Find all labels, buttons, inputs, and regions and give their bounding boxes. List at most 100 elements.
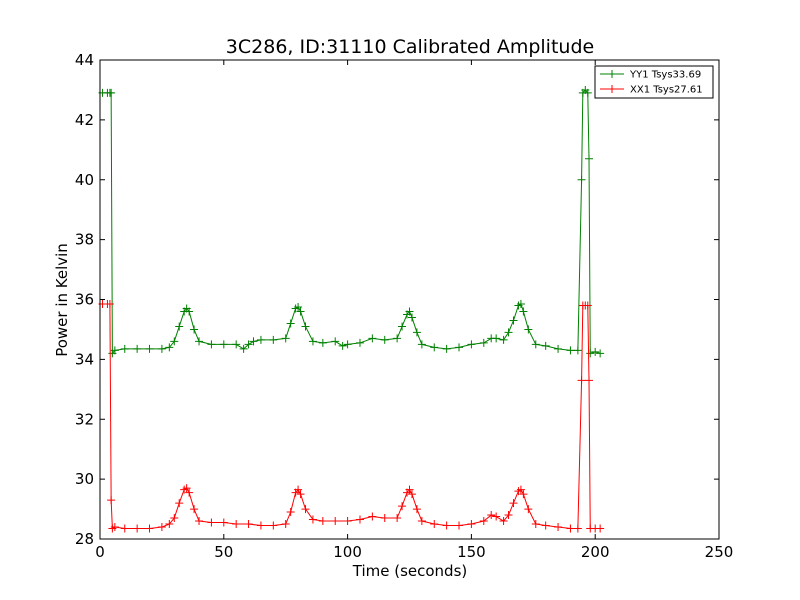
data-point [107,496,116,505]
data-point [554,523,563,532]
series-1 [98,299,605,533]
data-point [430,520,439,529]
data-point [585,154,594,163]
data-point [249,337,258,346]
y-tick-label: 34 [75,350,94,368]
data-point [455,343,464,352]
data-point [107,88,116,97]
data-point [467,340,476,349]
data-point [110,523,119,532]
data-point [541,521,550,530]
data-point [368,512,377,521]
data-point [583,301,592,310]
data-point [487,511,496,520]
data-point [586,349,595,358]
data-point [591,347,600,356]
data-point [145,524,154,533]
data-point [509,316,518,325]
x-tick-label: 100 [333,543,362,561]
data-point [524,325,533,334]
y-tick-label: 36 [75,291,94,309]
data-point [566,524,575,533]
data-point [407,313,416,322]
legend-marker-yy1 [608,70,616,78]
data-point [165,343,174,352]
legend-frame [594,65,714,99]
data-point [430,343,439,352]
legend-label-yy1: YY1 Tsys33.69 [629,70,701,81]
data-point [398,502,407,511]
data-point [479,338,488,347]
data-point [308,515,317,524]
data-point [417,340,426,349]
data-point [577,175,586,184]
data-point [393,514,402,523]
data-point [269,521,278,530]
legend-marker-xx1 [608,85,616,93]
data-point [331,337,340,346]
data-point [244,520,253,529]
data-point [219,340,228,349]
data-point [286,319,295,328]
x-tick-label: 200 [581,543,610,561]
data-point [531,520,540,529]
series-0 [98,85,605,358]
data-point [195,517,204,526]
data-point [455,521,464,530]
data-point [398,322,407,331]
legend-entry-xx1: XX1 Tsys27.61 [600,85,703,96]
data-point [405,307,414,316]
plot-area: 0 50 100 150 200 250 28 30 32 34 36 38 40 42 44 [75,51,733,561]
y-tick-label: 38 [75,231,94,249]
data-point [479,517,488,526]
data-point [380,514,389,523]
data-point [256,335,265,344]
data-point [219,518,228,527]
data-point [185,488,194,497]
x-tick-label: 250 [705,543,734,561]
plot-background [100,60,719,539]
data-point [301,505,310,514]
data-point [110,346,119,355]
data-point [185,307,194,316]
data-point [442,344,451,353]
data-point [343,340,352,349]
data-point [281,520,290,529]
data-point [516,485,525,494]
data-point [301,322,310,331]
data-point [573,524,582,533]
data-point [405,485,414,494]
data-point [509,499,518,508]
data-point [190,325,199,334]
data-point [281,334,290,343]
series-layer [98,85,605,533]
data-point [380,335,389,344]
data-point [239,344,248,353]
data-point [190,505,199,514]
data-point [541,341,550,350]
data-point [269,335,278,344]
data-point [343,517,352,526]
data-point [504,328,513,337]
y-tick-label: 32 [75,410,94,428]
legend-entry-yy1: YY1 Tsys33.69 [600,70,701,81]
data-point [583,88,592,97]
x-axis-title: Time (seconds) [352,562,468,580]
x-tick-label: 0 [95,543,105,561]
data-point [596,524,605,533]
data-point [467,520,476,529]
y-tick-label: 40 [75,171,94,189]
data-point [175,499,184,508]
data-point [338,341,347,350]
data-point [207,340,216,349]
data-point [519,490,528,499]
data-point [170,514,179,523]
data-point [355,338,364,347]
data-point [296,307,305,316]
data-point [170,337,179,346]
data-point [368,334,377,343]
data-point [596,349,605,358]
data-point [577,376,586,385]
data-point [286,508,295,517]
